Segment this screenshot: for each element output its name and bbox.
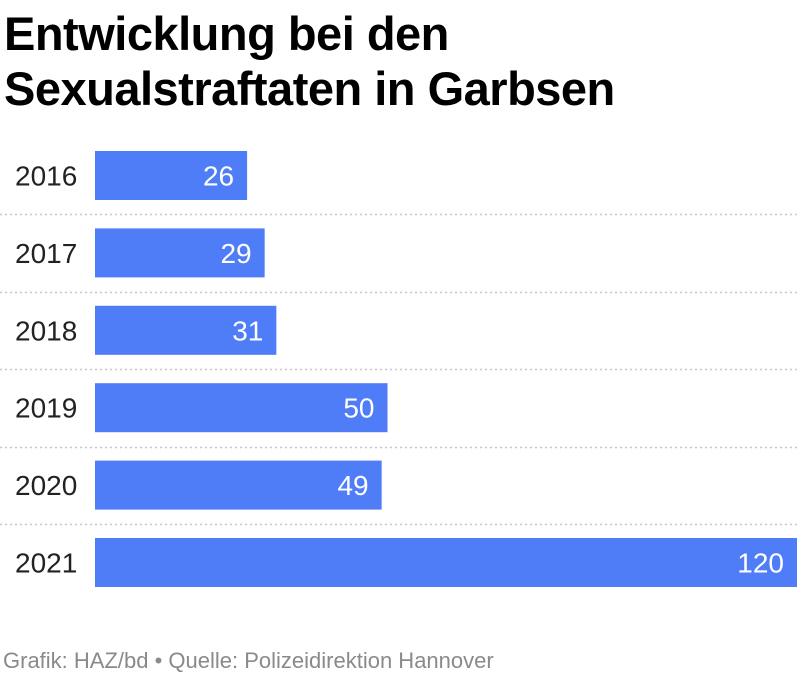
year-label-2019: 2019 [15, 393, 77, 424]
bar-2020 [95, 460, 382, 510]
value-label-2020: 49 [337, 470, 368, 501]
bar-2019 [95, 383, 388, 433]
year-label-2020: 2020 [15, 470, 77, 501]
chart-title: Entwicklung bei den Sexualstraftaten in … [4, 7, 615, 115]
source-credit: Grafik: HAZ/bd • Quelle: Polizeidirektio… [3, 648, 494, 673]
value-label-2019: 50 [343, 393, 374, 424]
year-label-2021: 2021 [15, 548, 77, 579]
value-label-2018: 31 [232, 315, 263, 346]
bar-2017 [95, 228, 265, 278]
value-label-2021: 120 [737, 548, 784, 579]
year-label-2017: 2017 [15, 238, 77, 269]
year-label-2018: 2018 [15, 315, 77, 346]
year-label-2016: 2016 [15, 161, 77, 192]
value-label-2017: 29 [220, 238, 251, 269]
bar-2021 [95, 538, 797, 587]
bar-chart: 2016 26 2017 29 2018 31 2019 50 2020 49 2021 120 [0, 151, 800, 587]
bar-2016 [95, 151, 248, 200]
value-label-2016: 26 [203, 161, 234, 192]
bar-2018 [95, 305, 277, 355]
